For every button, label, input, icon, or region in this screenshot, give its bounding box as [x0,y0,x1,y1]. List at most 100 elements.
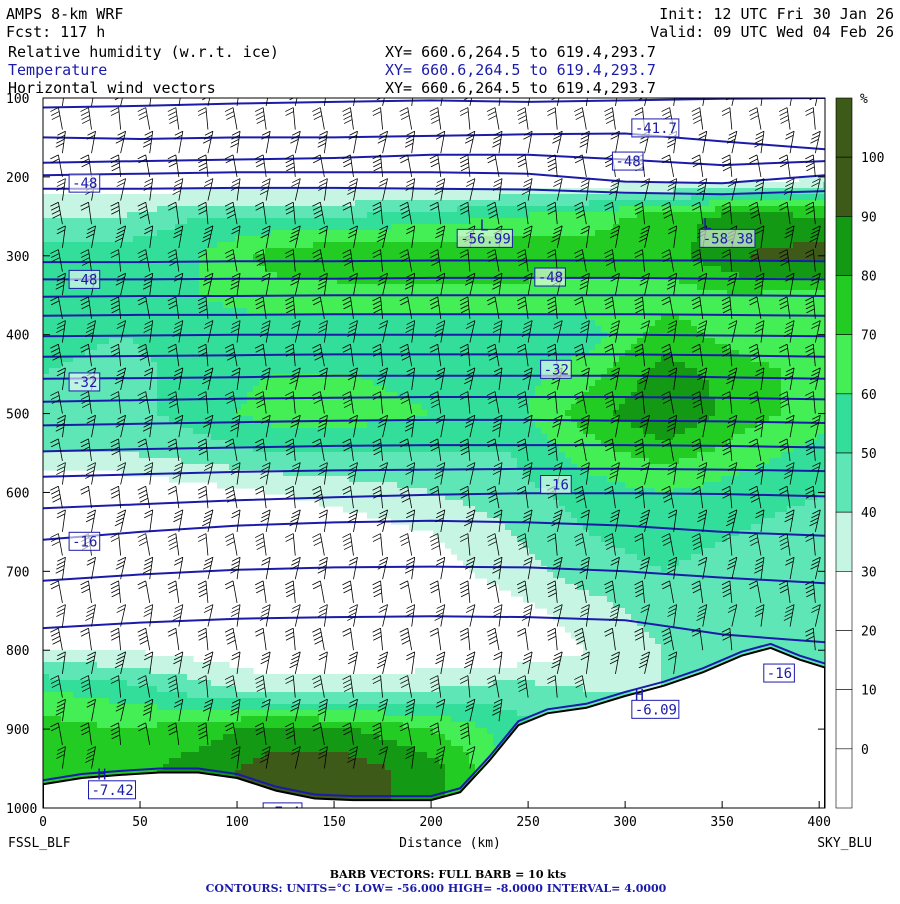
rh-cell [553,290,560,297]
rh-cell [571,254,578,261]
rh-cell [583,200,590,207]
rh-cell [211,410,218,417]
rh-cell [187,308,194,315]
rh-cell [763,314,770,321]
rh-cell [283,200,290,207]
rh-cell [133,212,140,219]
rh-cell [739,380,746,387]
rh-cell [805,254,812,261]
rh-cell [679,404,686,411]
rh-cell [799,320,806,327]
rh-cell [577,206,584,213]
rh-cell [115,314,122,321]
rh-cell [517,248,524,255]
rh-cell [235,290,242,297]
rh-cell [247,314,254,321]
rh-cell [403,230,410,237]
rh-cell [145,206,152,213]
rh-cell [511,344,518,351]
rh-cell [265,386,272,393]
rh-cell [199,224,206,231]
rh-cell [49,386,56,393]
rh-cell [649,308,656,315]
rh-cell [361,254,368,261]
rh-cell [781,218,788,225]
rh-cell [115,320,122,327]
rh-cell [175,260,182,267]
rh-cell [325,368,332,375]
rh-cell [529,368,536,375]
rh-cell [187,224,194,231]
rh-cell [661,356,668,363]
rh-cell [739,338,746,345]
rh-cell [739,218,746,225]
rh-cell [247,392,254,399]
rh-cell [439,218,446,225]
rh-cell [313,410,320,417]
rh-cell [133,386,140,393]
rh-cell [817,236,824,243]
rh-cell [709,338,716,345]
rh-cell [793,272,800,279]
rh-cell [421,224,428,231]
rh-cell [91,224,98,231]
rh-cell [511,224,518,231]
rh-cell [649,272,656,279]
rh-cell [247,218,254,225]
rh-cell [193,218,200,225]
rh-cell [613,260,620,267]
rh-cell [325,314,332,321]
rh-cell [283,380,290,387]
rh-cell [469,368,476,375]
rh-cell [595,410,602,417]
rh-cell [169,356,176,363]
rh-cell [553,230,560,237]
rh-cell [823,236,825,243]
rh-cell [649,362,656,369]
rh-cell [601,302,608,309]
rh-cell [379,398,386,405]
rh-cell [373,374,380,381]
rh-cell [361,284,368,291]
rh-cell [385,266,392,273]
rh-cell [577,404,584,411]
rh-cell [385,242,392,249]
rh-cell [619,326,626,333]
rh-cell [787,344,794,351]
rh-cell [463,290,470,297]
rh-cell [43,230,50,237]
rh-cell [631,272,638,279]
rh-cell [43,362,50,369]
rh-cell [745,224,752,231]
rh-cell [469,194,476,201]
rh-cell [781,284,788,291]
rh-cell [601,344,608,351]
rh-cell [463,368,470,375]
rh-cell [205,350,212,357]
rh-cell [151,206,158,213]
rh-cell [289,194,296,201]
rh-cell [367,374,374,381]
rh-cell [211,200,218,207]
rh-cell [619,278,626,285]
rh-cell [409,350,416,357]
rh-cell [241,206,248,213]
rh-cell [187,356,194,363]
rh-cell [673,338,680,345]
rh-cell [565,398,572,405]
rh-cell [169,392,176,399]
rh-cell [355,308,362,315]
rh-cell [397,386,404,393]
rh-cell [601,338,608,345]
rh-cell [313,200,320,207]
rh-cell [133,290,140,297]
rh-cell [409,398,416,405]
rh-cell [775,404,782,411]
rh-cell [463,260,470,267]
rh-cell [511,248,518,255]
rh-cell [361,392,368,399]
rh-cell [511,284,518,291]
rh-cell [457,326,464,333]
rh-cell [289,362,296,369]
rh-cell [319,242,326,249]
